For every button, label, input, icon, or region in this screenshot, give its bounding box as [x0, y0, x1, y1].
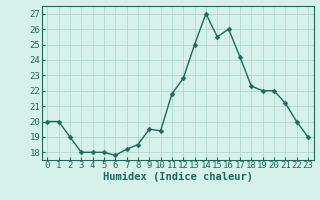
X-axis label: Humidex (Indice chaleur): Humidex (Indice chaleur) [103, 172, 252, 182]
